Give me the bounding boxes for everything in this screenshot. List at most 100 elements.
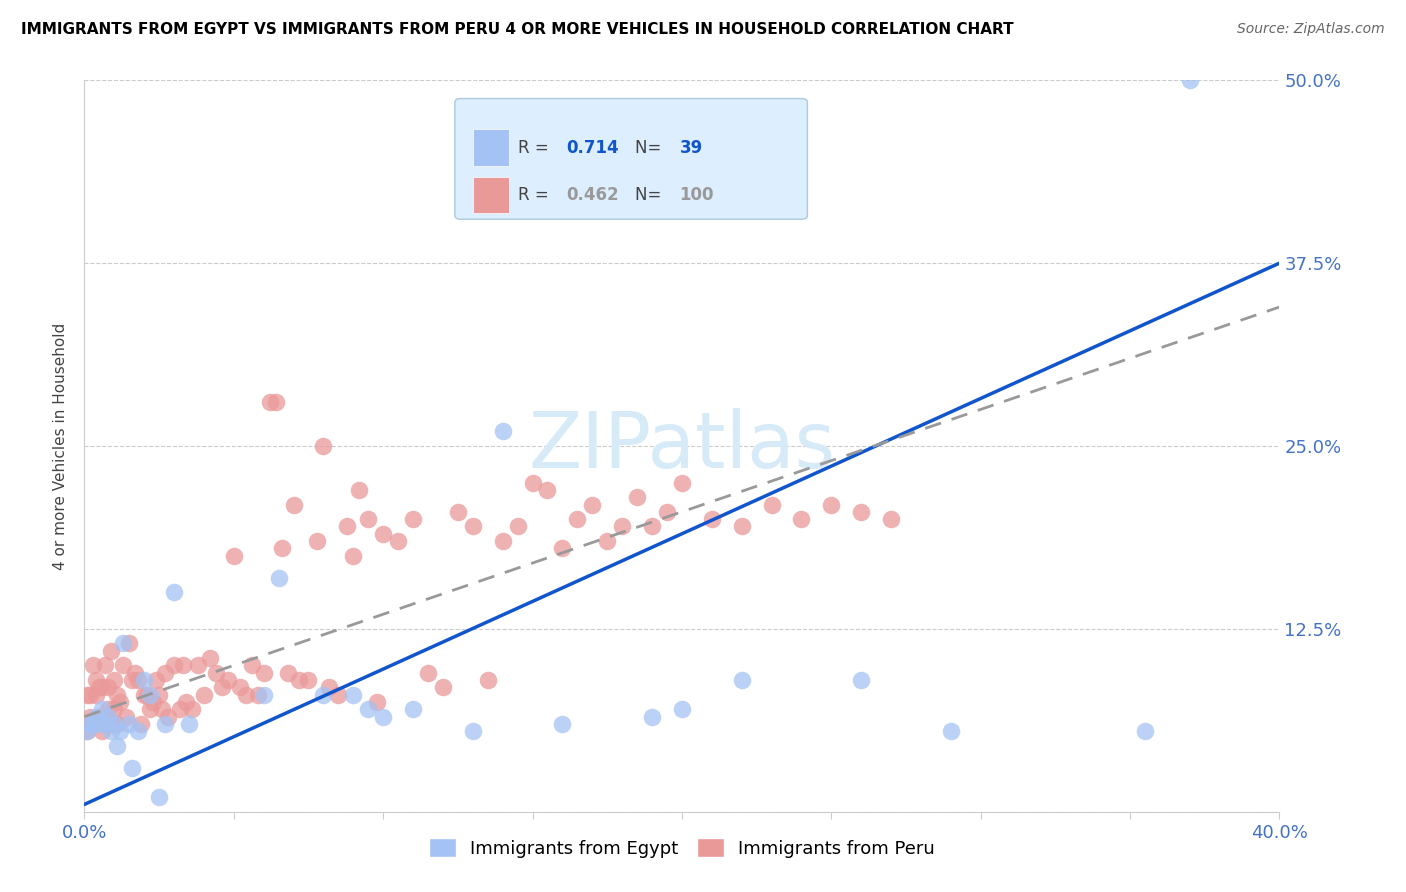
Point [100,724,122,739]
Point [522,475,544,490]
Point [124,665,146,680]
Point [297,673,319,687]
Point [82,717,104,731]
Point [641,709,664,723]
Point [1178,73,1201,87]
Text: 0.714: 0.714 [567,138,619,157]
Point [349,483,371,497]
Point [270,541,292,556]
Point [100,717,122,731]
Point [136,688,159,702]
Point [506,519,529,533]
Point [169,702,191,716]
Point [222,549,245,563]
Text: N=: N= [636,138,666,157]
Point [103,673,125,687]
Point [731,673,754,687]
Point [110,695,132,709]
Point [492,425,515,439]
Point [312,439,335,453]
Point [127,724,149,739]
Point [187,658,209,673]
Point [700,512,723,526]
Point [318,681,340,695]
Point [105,717,128,731]
Point [820,498,842,512]
Point [402,702,425,716]
Point [307,534,329,549]
FancyBboxPatch shape [456,99,807,219]
Point [641,519,664,533]
Point [91,724,114,739]
Point [731,519,754,533]
Point [91,702,114,716]
Point [246,688,269,702]
Point [253,665,276,680]
Point [97,681,120,695]
Point [150,702,173,716]
Text: Source: ZipAtlas.com: Source: ZipAtlas.com [1237,22,1385,37]
Point [79,709,101,723]
Point [89,709,111,723]
Point [86,688,108,702]
Point [240,658,263,673]
Point [91,681,114,695]
Point [790,512,813,526]
Point [477,673,499,687]
Point [1133,724,1156,739]
Point [177,717,200,731]
Point [129,717,152,731]
Point [174,695,197,709]
Point [264,395,287,409]
Point [94,717,117,731]
Point [153,665,176,680]
Point [328,688,350,702]
Point [198,651,221,665]
Text: IMMIGRANTS FROM EGYPT VS IMMIGRANTS FROM PERU 4 OR MORE VEHICLES IN HOUSEHOLD CO: IMMIGRANTS FROM EGYPT VS IMMIGRANTS FROM… [21,22,1014,37]
Point [461,519,484,533]
Point [105,739,128,753]
Point [94,717,117,731]
Point [432,681,454,695]
Text: 39: 39 [679,138,703,157]
Point [110,724,132,739]
Point [172,658,194,673]
Point [671,702,693,716]
Point [851,505,873,519]
Point [447,505,470,519]
Point [148,790,170,805]
Point [357,512,380,526]
Point [267,571,290,585]
Point [235,688,257,702]
Point [366,695,388,709]
Point [939,724,962,739]
Point [253,688,276,702]
Text: ZIPatlas: ZIPatlas [529,408,835,484]
Point [342,688,364,702]
Legend: Immigrants from Egypt, Immigrants from Peru: Immigrants from Egypt, Immigrants from P… [422,831,942,865]
Point [551,717,574,731]
Point [112,636,135,650]
Point [288,673,311,687]
Point [115,709,138,723]
Point [82,717,104,731]
Point [567,512,589,526]
Point [132,673,156,687]
Point [94,658,117,673]
Point [86,673,108,687]
Point [97,709,120,723]
Point [127,673,149,687]
Point [342,549,364,563]
Point [112,658,135,673]
Point [217,673,239,687]
Point [82,658,104,673]
Point [103,702,125,716]
Point [139,702,162,716]
Point [139,688,162,702]
Point [118,636,141,650]
Point [612,519,634,533]
Point [851,673,873,687]
Point [416,665,439,680]
Text: 100: 100 [679,186,714,204]
Point [259,395,281,409]
